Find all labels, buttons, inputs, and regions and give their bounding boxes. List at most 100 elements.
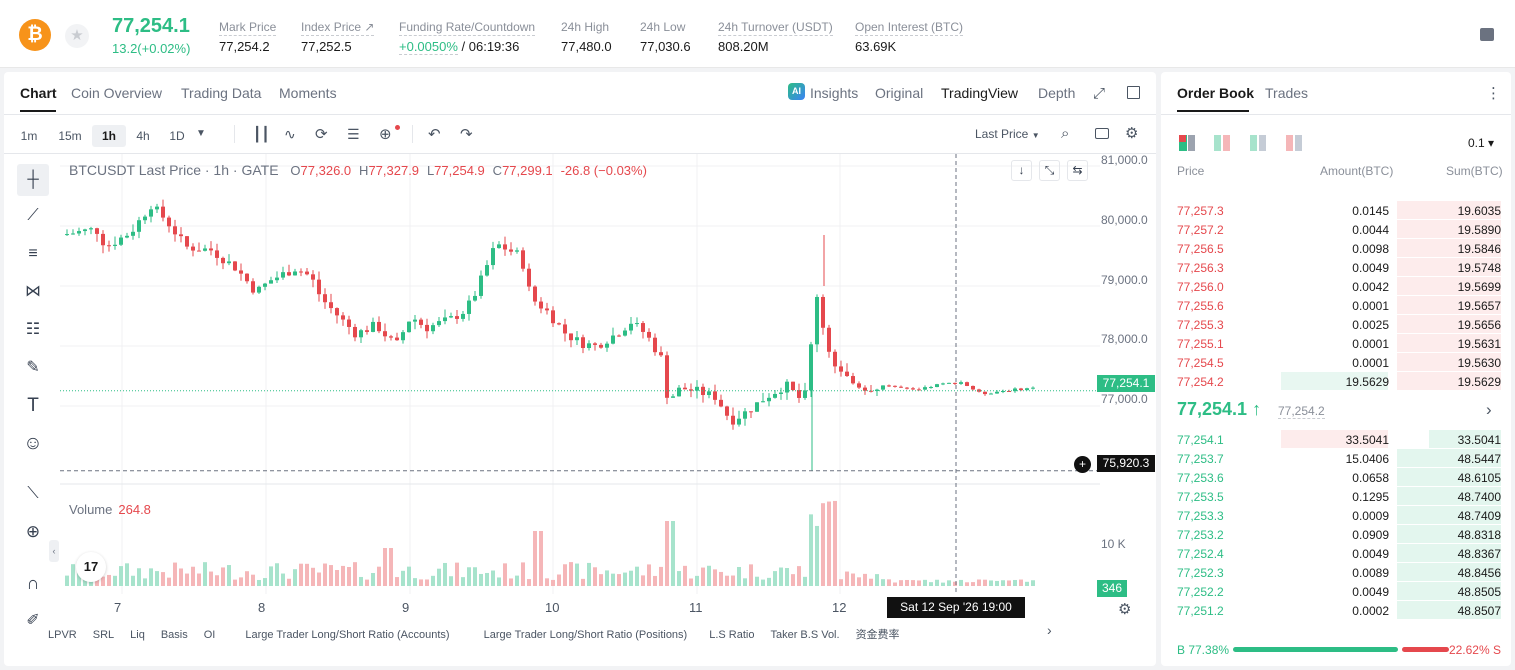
ask-row[interactable]: 77,257.3 0.0145 19.6035 [1161, 201, 1511, 220]
collapse-icon[interactable]: ⤡ [1039, 160, 1060, 181]
add-order-icon[interactable]: + [1074, 456, 1091, 473]
expand-icon[interactable]: ⤢ [1093, 85, 1106, 102]
fib-tool-icon[interactable]: ☷ [25, 321, 41, 338]
ask-row[interactable]: 77,255.6 0.0001 19.5657 [1161, 296, 1511, 315]
chevron-right-icon[interactable]: › [1047, 622, 1052, 638]
zoom-in-tool-icon[interactable]: ⊕ [25, 522, 41, 541]
bid-row[interactable]: 77,252.4 0.0049 48.8367 [1161, 544, 1511, 563]
bid-amount: 33.5041 [1345, 433, 1389, 447]
stat-index-price[interactable]: Index Price ↗ 77,252.5 [301, 18, 375, 54]
text-tool-icon[interactable]: T [27, 395, 39, 416]
bid-row[interactable]: 77,252.3 0.0089 48.8456 [1161, 563, 1511, 582]
emoji-tool-icon[interactable]: ☺ [23, 433, 43, 454]
indicator-item[interactable]: Large Trader Long/Short Ratio (Accounts) [245, 629, 450, 641]
candle-body [647, 331, 651, 338]
bid-row[interactable]: 77,252.2 0.0049 48.8505 [1161, 582, 1511, 601]
tab-coin-overview[interactable]: Coin Overview [71, 85, 163, 101]
bid-row[interactable]: 77,253.3 0.0009 48.7409 [1161, 506, 1511, 525]
search-icon[interactable]: ⌕ [1061, 125, 1070, 142]
volume-bar [557, 574, 561, 586]
indicator-item[interactable]: 资金费率 [855, 629, 900, 641]
indicator-item[interactable]: Large Trader Long/Short Ratio (Positions… [483, 629, 688, 641]
ask-row[interactable]: 77,257.2 0.0044 19.5890 [1161, 220, 1511, 239]
template-icon[interactable]: ☰ [347, 126, 360, 142]
trendline-tool-icon[interactable]: ⟋ [27, 207, 39, 224]
tab-moments[interactable]: Moments [279, 85, 337, 101]
timeframe-1d[interactable]: 1D [169, 129, 185, 143]
favorite-star-icon[interactable]: ★ [65, 24, 89, 48]
redo-icon[interactable]: ↷ [460, 126, 473, 143]
book-icon[interactable] [1480, 28, 1494, 41]
undo-icon[interactable]: ↶ [428, 126, 441, 143]
crosshair-tool-icon[interactable]: ┼ [17, 164, 49, 196]
volume-bar [173, 562, 177, 586]
timeframe-15m[interactable]: 15m [58, 129, 82, 143]
chevron-right-icon[interactable]: › [1486, 400, 1492, 419]
bid-row[interactable]: 77,251.2 0.0002 48.8507 [1161, 601, 1511, 620]
candle-type-icon[interactable]: ┃┃ [253, 126, 270, 142]
layout-bids-icon[interactable] [1250, 135, 1266, 151]
arrow-down-icon[interactable]: ↓ [1011, 160, 1032, 181]
pattern-tool-icon[interactable]: ⋈ [25, 283, 41, 300]
indicator-item[interactable]: Basis [160, 629, 188, 641]
indicator-item[interactable]: L.S Ratio [709, 629, 755, 641]
ask-row[interactable]: 77,254.2 19.5629 19.5629 [1161, 372, 1511, 391]
indicator-item[interactable]: LPVR [48, 629, 77, 641]
ask-row[interactable]: 77,256.0 0.0042 19.5699 [1161, 277, 1511, 296]
ask-row[interactable]: 77,256.5 0.0098 19.5846 [1161, 239, 1511, 258]
price-source-select[interactable]: Last Price ▼ [975, 127, 1040, 141]
pencil-lock-tool-icon[interactable]: ✐ [26, 612, 40, 629]
add-alert-icon[interactable]: ⊕ [379, 126, 392, 143]
timeframe-4h[interactable]: 4h [136, 129, 150, 143]
magnet-tool-icon[interactable]: ∩ [26, 573, 40, 593]
indicator-item[interactable]: Liq [130, 629, 145, 641]
tab-chart[interactable]: Chart [20, 85, 57, 101]
settings-small-icon[interactable]: ⚙ [1118, 601, 1132, 618]
more-options-icon[interactable]: ⋮ [1486, 85, 1501, 102]
timeframe-1m[interactable]: 1m [20, 129, 38, 143]
bid-row[interactable]: 77,253.6 0.0658 48.6105 [1161, 468, 1511, 487]
compare-icon[interactable]: ⟳ [315, 126, 328, 143]
indicator-item[interactable]: Taker B.S Vol. [770, 629, 840, 641]
layout-split-icon[interactable] [1214, 135, 1230, 151]
stat-label: 24h Low [640, 20, 686, 34]
refresh-icon[interactable]: ⇆ [1067, 160, 1088, 181]
ruler-tool-icon[interactable]: ⟍ [27, 485, 39, 502]
original-view-button[interactable]: Original [875, 85, 924, 101]
chevron-down-icon[interactable]: ▼ [196, 128, 206, 139]
tab-trading-data[interactable]: Trading Data [181, 85, 262, 101]
stat-mark-price[interactable]: Mark Price 77,254.2 [219, 18, 277, 54]
bid-row[interactable]: 77,253.7 15.0406 48.5447 [1161, 449, 1511, 468]
stat-funding-rate[interactable]: Funding Rate/Countdown +0.0050% / 06:19:… [399, 18, 536, 55]
horizontal-lines-tool-icon[interactable]: ≡ [28, 245, 38, 262]
indicators-icon[interactable]: ∿ [284, 126, 296, 142]
ask-row[interactable]: 77,256.3 0.0049 19.5748 [1161, 258, 1511, 277]
depth-view-button[interactable]: Depth [1038, 85, 1076, 101]
bid-row[interactable]: 77,254.1 33.5041 33.5041 [1161, 430, 1511, 449]
stat-24h-turnover[interactable]: 24h Turnover (USDT) 808.20M [718, 18, 833, 54]
timeframe-1h[interactable]: 1h [92, 125, 126, 147]
ask-row[interactable]: 77,255.3 0.0025 19.5656 [1161, 315, 1511, 334]
camera-icon[interactable] [1095, 128, 1109, 139]
insights-button[interactable]: Insights [810, 85, 859, 101]
stat-open-interest[interactable]: Open Interest (BTC) 63.69K [855, 18, 964, 54]
tab-order-book[interactable]: Order Book [1177, 85, 1255, 101]
brush-tool-icon[interactable]: ✎ [26, 359, 40, 376]
bid-row[interactable]: 77,253.2 0.0909 48.8318 [1161, 525, 1511, 544]
bid-row[interactable]: 77,253.5 0.1295 48.7400 [1161, 487, 1511, 506]
layout-asks-icon[interactable] [1286, 135, 1302, 151]
tradingview-view-button[interactable]: TradingView [941, 85, 1019, 101]
gear-icon[interactable]: ⚙ [1125, 125, 1139, 142]
precision-select[interactable]: 0.1 ▾ [1468, 136, 1495, 150]
tradingview-logo[interactable]: 17 [76, 552, 106, 582]
price-chart[interactable] [60, 154, 1100, 594]
layout-both-icon[interactable] [1179, 135, 1195, 151]
candle-body [635, 323, 639, 325]
ask-row[interactable]: 77,255.1 0.0001 19.5631 [1161, 334, 1511, 353]
ask-row[interactable]: 77,254.5 0.0001 19.5630 [1161, 353, 1511, 372]
tab-trades[interactable]: Trades [1265, 85, 1309, 101]
window-icon[interactable] [1127, 86, 1140, 99]
collapse-toolbar-button[interactable]: ‹ [49, 540, 59, 562]
indicator-item[interactable]: SRL [92, 629, 115, 641]
indicator-item[interactable]: OI [203, 629, 216, 641]
